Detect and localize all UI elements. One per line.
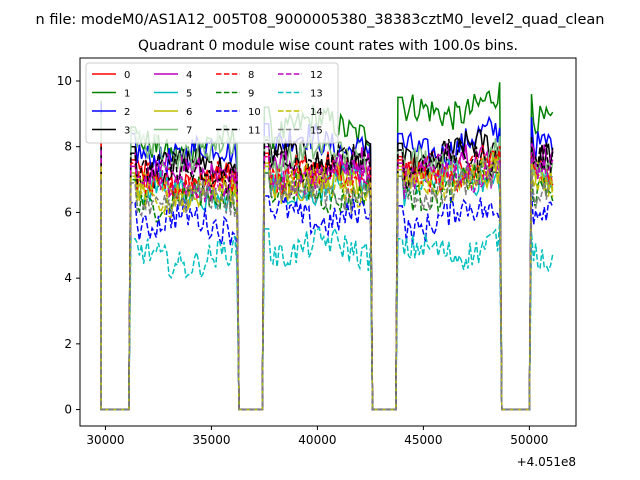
x-tick-label: 30000 [86,433,124,447]
x-axis-offset-label: +4.051e8 [517,455,576,469]
series-line-3 [100,129,554,411]
axes-frame [79,57,577,427]
legend-label-12: 12 [310,70,323,81]
y-tick-label: 10 [57,74,72,88]
legend-label-5: 5 [186,89,192,100]
legend-label-13: 13 [310,89,323,100]
x-axis-ticks: 30000 35000 40000 45000 50000 [86,426,548,447]
series-line-14 [100,152,554,411]
x-tick-label: 40000 [298,433,336,447]
legend-label-15: 15 [310,126,323,137]
series-line-9 [100,159,554,411]
y-tick-label: 8 [64,140,72,154]
legend-label-4: 4 [186,70,192,81]
series-line-12 [100,150,554,411]
legend-label-9: 9 [248,89,254,100]
series-line-15 [100,160,553,411]
legend-box [85,62,339,144]
legend-label-10: 10 [248,107,261,118]
x-tick-label: 45000 [404,433,442,447]
legend-label-0: 0 [124,70,130,81]
y-tick-label: 4 [64,271,72,285]
y-tick-label: 2 [64,337,72,351]
legend-label-11: 11 [248,126,261,137]
legend-label-14: 14 [310,107,323,118]
legend-label-1: 1 [124,89,130,100]
legend-label-8: 8 [248,70,254,81]
chart-title: Quadrant 0 module wise count rates with … [138,38,518,54]
figure-suptitle: n file: modeM0/AS1A12_005T08_9000005380_… [36,12,605,28]
y-tick-label: 6 [64,205,72,219]
legend-label-2: 2 [124,107,130,118]
legend-label-7: 7 [186,126,192,137]
legend-label-3: 3 [124,126,130,137]
y-tick-label: 0 [64,403,72,417]
series-line-7 [100,113,554,411]
x-tick-label: 50000 [510,433,548,447]
legend-label-6: 6 [186,107,192,118]
x-tick-label: 35000 [192,433,230,447]
y-axis-ticks: 0 2 4 6 8 10 [57,74,80,417]
